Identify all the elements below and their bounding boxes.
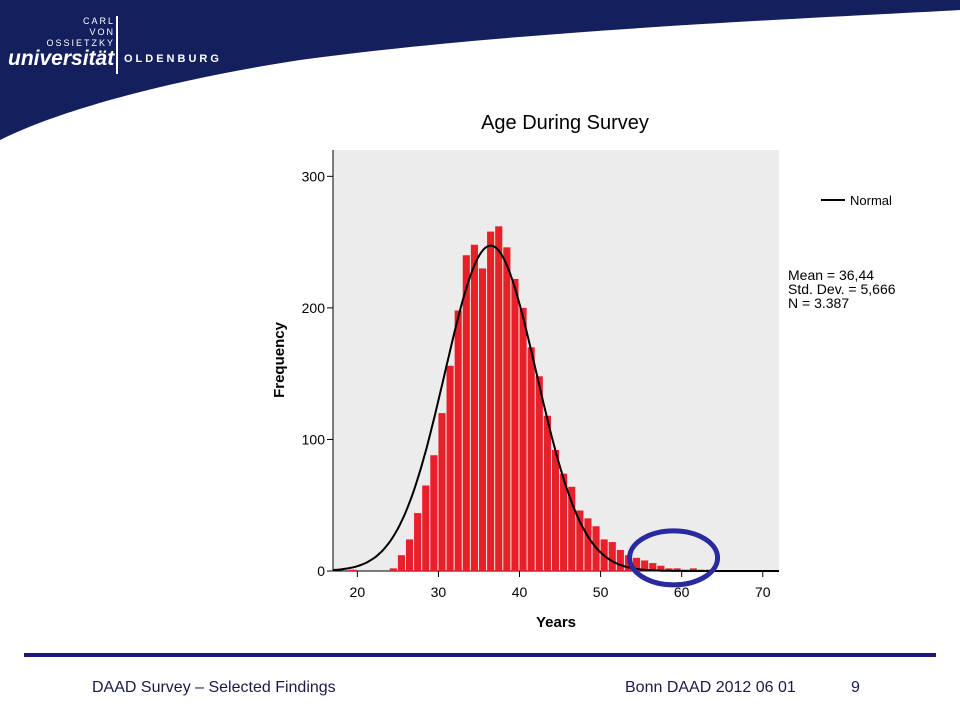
histogram-bar [527,347,535,571]
histogram-bar [495,226,503,571]
logo-line-carl: CARL [82,16,115,26]
x-axis-label: Years [536,614,576,631]
histogram-bar [649,563,657,571]
histogram-bar [430,455,438,571]
histogram-bar [576,510,584,571]
footer-rule [24,653,936,657]
y-axis-label: Frequency [271,321,288,398]
histogram-bar [560,473,568,571]
histogram-bar [519,307,527,571]
histogram-bar [689,568,697,571]
histogram-bar [641,560,649,571]
y-tick-label: 0 [317,563,325,579]
histogram-bar [584,518,592,571]
histogram-bar [657,565,665,571]
x-tick-label: 50 [593,584,609,600]
header-banner [0,0,960,140]
histogram-bar [446,365,454,571]
legend-label: Normal [850,193,892,208]
histogram-bar [389,568,397,571]
highlight-ellipse [627,528,721,588]
histogram-bar [405,539,414,571]
logo-university: universität [8,47,115,70]
histogram-bar [665,568,673,571]
histogram-bar [462,255,470,571]
histogram-bar [478,268,487,571]
histogram-bar [397,555,405,571]
histogram-bar [414,513,422,571]
histogram-bar [349,569,357,571]
logo-divider [116,16,118,74]
histogram-bar [633,557,641,571]
histogram-bar [503,247,511,571]
histogram-bar [438,413,446,571]
logo-line-ossietzky: OSSIETZKY [46,38,115,48]
logo-city: OLDENBURG [124,53,222,65]
histogram-bar [551,449,560,571]
y-tick-label: 200 [302,300,326,316]
x-tick-label: 70 [755,584,771,600]
histogram-bar [535,376,543,571]
histogram-bar [511,278,519,571]
histogram-bar [454,310,462,571]
histogram-bar [608,542,616,571]
x-tick-label: 20 [350,584,366,600]
y-tick-label: 100 [302,431,326,447]
logo-line-von: VON [89,27,115,37]
histogram-bar [673,568,681,571]
y-tick-label: 300 [302,168,326,184]
histogram-bar [487,231,495,571]
stats-line: N = 3.387 [788,295,849,311]
histogram-bar [422,485,430,571]
x-tick-label: 60 [674,584,690,600]
chart-title: Age During Survey [481,112,649,134]
stats-line: Mean = 36,44 [788,267,874,283]
x-tick-label: 30 [431,584,447,600]
page-number: 9 [851,679,860,696]
histogram-bar [616,549,624,571]
stats-line: Std. Dev. = 5,666 [788,281,896,297]
histogram-bar [543,415,551,571]
footer-title: DAAD Survey – Selected Findings [92,679,336,696]
x-tick-label: 40 [512,584,528,600]
normal-curve [332,244,779,572]
histogram-bar [568,486,576,571]
footer-date: Bonn DAAD 2012 06 01 [625,679,796,696]
histogram-bar [470,244,478,571]
